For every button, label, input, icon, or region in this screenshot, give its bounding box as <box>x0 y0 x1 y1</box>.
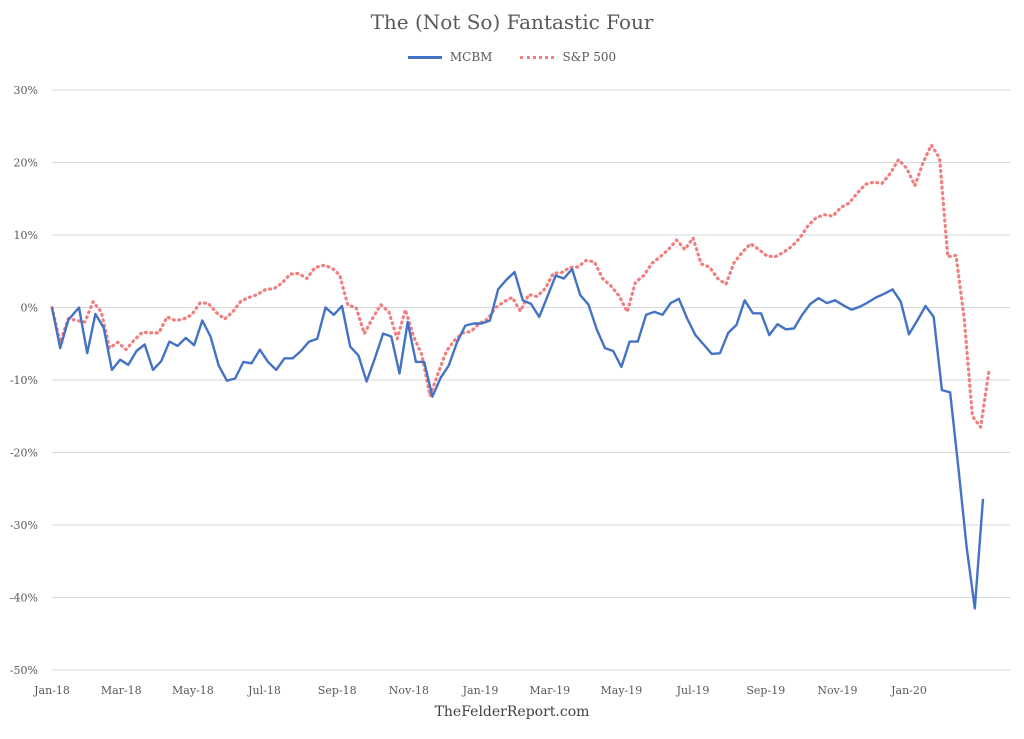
legend-item-sp500: S&P 500 <box>520 50 616 64</box>
y-tick-label: -40% <box>10 592 38 605</box>
legend-label-sp500: S&P 500 <box>562 50 617 64</box>
y-tick-label: 10% <box>14 229 38 242</box>
x-tick-label: Nov-18 <box>389 684 429 697</box>
legend-item-mcbm: MCBM <box>407 50 493 64</box>
x-tick-label: Nov-19 <box>817 684 857 697</box>
x-tick-label: Sep-19 <box>746 684 785 697</box>
y-tick-label: -30% <box>10 519 38 532</box>
x-tick-label: Jan-20 <box>890 684 927 697</box>
y-tick-label: -10% <box>10 374 38 387</box>
chart-legend: MCBM S&P 500 <box>0 50 1024 64</box>
legend-swatch-mcbm <box>407 55 442 59</box>
x-tick-label: Jan-19 <box>462 684 499 697</box>
legend-label-mcbm: MCBM <box>449 50 493 64</box>
y-tick-label: -50% <box>10 664 38 677</box>
x-tick-label: Jul-19 <box>676 684 710 697</box>
x-tick-label: Jan-18 <box>33 684 70 697</box>
x-tick-label: Jul-18 <box>247 684 281 697</box>
y-tick-label: 20% <box>14 157 38 170</box>
y-tick-label: 30% <box>14 84 38 97</box>
x-tick-label: Mar-18 <box>101 684 142 697</box>
x-tick-label: Mar-19 <box>529 684 570 697</box>
x-tick-label: Sep-18 <box>318 684 357 697</box>
y-tick-label: 0% <box>21 302 38 315</box>
legend-swatch-sp500 <box>520 55 555 59</box>
x-tick-label: May-18 <box>172 684 214 697</box>
chart-title: The (Not So) Fantastic Four <box>370 10 654 34</box>
chart-source: TheFelderReport.com <box>434 704 590 720</box>
y-tick-label: -20% <box>10 447 38 460</box>
series-line-sp500 <box>50 143 991 429</box>
x-tick-label: May-19 <box>601 684 643 697</box>
series-line-mcbm <box>50 267 985 610</box>
